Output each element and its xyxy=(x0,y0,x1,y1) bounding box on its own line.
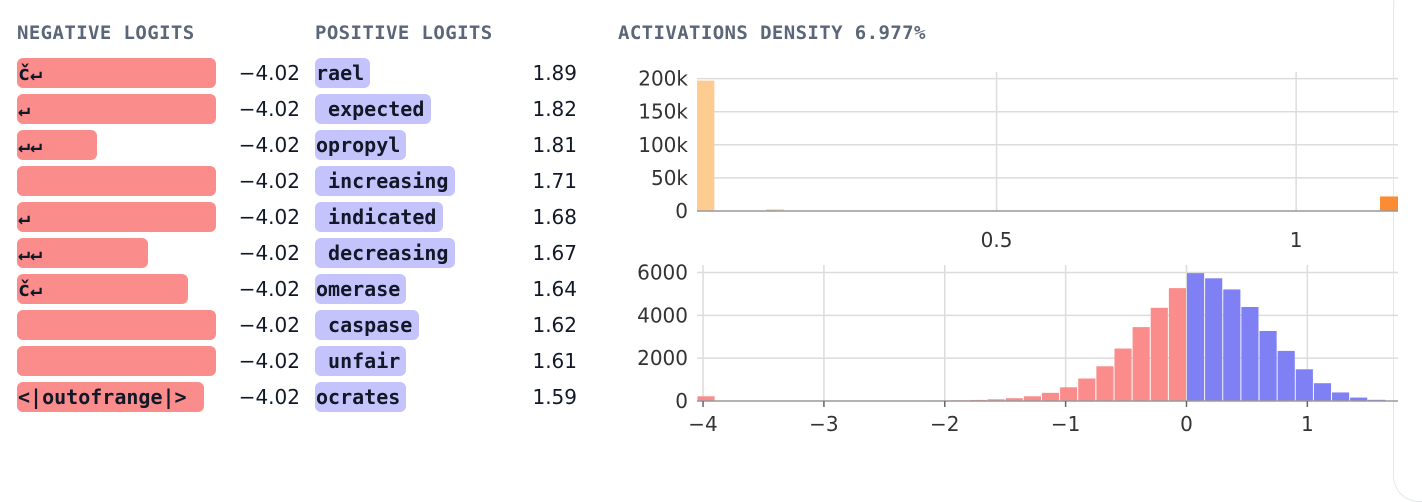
histogram-bar xyxy=(697,81,714,211)
x-tick-label: −1 xyxy=(1051,412,1080,436)
histogram-bar xyxy=(1241,307,1258,401)
x-tick-label: 0.5 xyxy=(981,228,1013,252)
activation-distribution-bottom-chart: 0 2000 4000 6000 −4 −3 −2 −1 0 1 xyxy=(637,260,1398,436)
histogram-bar xyxy=(1060,387,1077,401)
y-tick-label: 6000 xyxy=(637,260,688,284)
activation-density-top-chart: 0 50k 100k 150k 200k 0.5 1 xyxy=(638,67,1398,252)
y-tick-label: 0 xyxy=(675,199,688,223)
histogram-bar xyxy=(1314,383,1331,401)
x-tick-label: −3 xyxy=(809,412,838,436)
histogram-bar xyxy=(1042,393,1059,401)
histogram-bar xyxy=(1169,288,1186,401)
histogram-bar xyxy=(1096,366,1113,401)
y-tick-label: 0 xyxy=(675,389,688,413)
x-tick-label: 0 xyxy=(1180,412,1193,436)
histogram-bar xyxy=(1187,273,1204,401)
histogram-bar xyxy=(1296,369,1313,401)
histogram-bar xyxy=(1151,308,1168,401)
x-tick-label: 1 xyxy=(1301,412,1314,436)
histogram-bar xyxy=(1260,331,1277,401)
x-tick-label: 1 xyxy=(1290,228,1303,252)
x-tick-label: −4 xyxy=(688,412,717,436)
histogram-bar xyxy=(1205,278,1222,401)
histogram-bar xyxy=(1278,351,1295,401)
histogram-bar xyxy=(1380,196,1398,211)
y-tick-label: 4000 xyxy=(637,303,688,327)
y-tick-label: 2000 xyxy=(637,346,688,370)
y-tick-label: 50k xyxy=(651,166,688,190)
histogram-bar xyxy=(1114,349,1131,401)
y-tick-label: 200k xyxy=(638,67,688,91)
y-tick-label: 150k xyxy=(638,100,688,124)
histogram-bar xyxy=(1332,392,1349,401)
x-tick-label: −2 xyxy=(930,412,959,436)
histogram-bar xyxy=(1223,289,1240,401)
activation-histograms: 0 50k 100k 150k 200k 0.5 1 0 2000 4000 6000 −4 −3 −2… xyxy=(0,0,1422,456)
histogram-bar xyxy=(1133,327,1150,401)
y-tick-label: 100k xyxy=(638,133,688,157)
histogram-bar xyxy=(1078,379,1095,401)
